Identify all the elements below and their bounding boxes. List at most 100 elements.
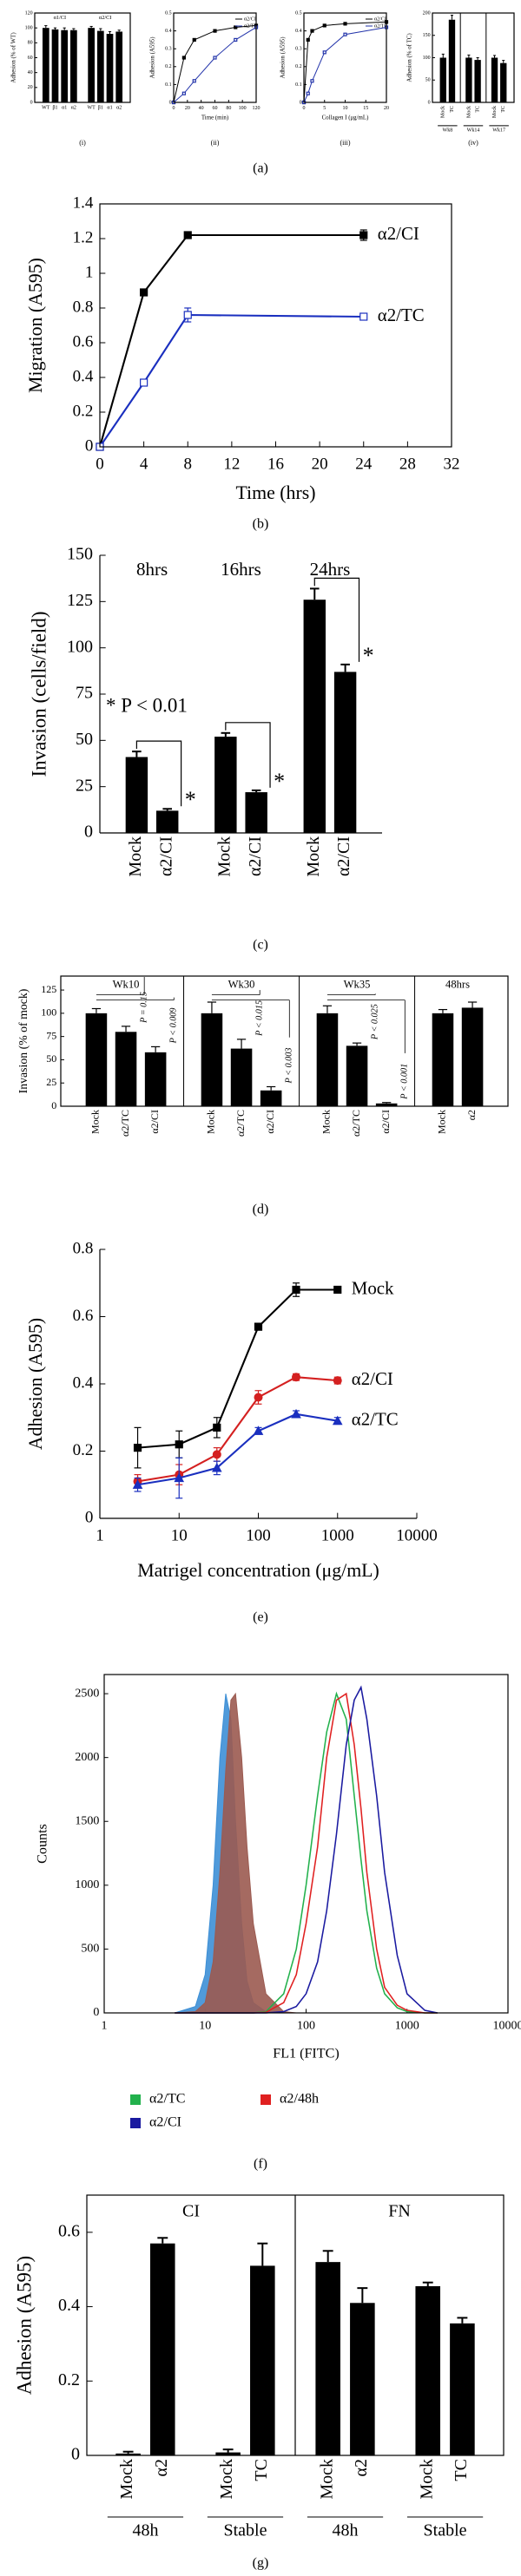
series-label: α2/CI (378, 223, 419, 244)
bar (96, 30, 104, 102)
marker (253, 1426, 264, 1435)
x-tick-label: 20 (384, 106, 389, 111)
x-tick-label: 10 (171, 1526, 188, 1544)
y-tick-label: 100 (41, 1006, 56, 1019)
series-line (99, 313, 364, 448)
y-tick-label: 0 (300, 100, 302, 105)
category-label: WT (87, 105, 96, 110)
category-label: Mock (417, 2459, 436, 2500)
group-label: Stable (223, 2521, 267, 2540)
category-label: TC (501, 106, 506, 113)
category-label: α2/CI (246, 836, 265, 876)
marker (292, 1373, 301, 1382)
marker (213, 56, 217, 60)
group-label: Wk17 (492, 128, 505, 133)
series-line (137, 1413, 338, 1486)
y-tick-label: 0.8 (73, 1239, 94, 1257)
category-label: Mock (126, 836, 145, 877)
x-tick-label: 28 (399, 455, 416, 473)
category-label: α2/CI (156, 836, 175, 876)
y-tick-label: 200 (423, 10, 431, 16)
group-label: α1/CI (54, 15, 67, 21)
x-tick-label: 100 (297, 2020, 315, 2033)
series-label: α2/TC (378, 305, 425, 325)
y-tick-label: 0.8 (73, 298, 94, 316)
error-bar (467, 1001, 478, 1008)
category-label: α2 (152, 2459, 171, 2476)
y-tick-label: 50 (425, 78, 431, 83)
bar (375, 1103, 398, 1106)
x-tick-label: 60 (213, 106, 218, 111)
series-line (173, 24, 257, 103)
y-tick-label: 0 (428, 100, 431, 105)
y-axis-label: Invasion (% of mock) (16, 989, 30, 1094)
bar (415, 2286, 441, 2455)
marker (213, 1423, 221, 1432)
bar (500, 62, 507, 102)
category-label: TC (450, 106, 455, 113)
category-label: α2/CI (264, 1110, 276, 1134)
marker (306, 91, 310, 95)
p-value-label: P = 0.15 (140, 992, 149, 1024)
y-tick-label: 1 (85, 263, 94, 281)
bar (346, 1045, 368, 1106)
y-axis-label: Adhesion (% of TC) (407, 33, 413, 82)
series-line (303, 21, 387, 103)
legend-label: α2/TC (374, 23, 387, 29)
p-value-label: P < 0.009 (169, 1007, 179, 1044)
bar (230, 1048, 253, 1106)
x-tick-label: 120 (253, 106, 260, 111)
error-bar (340, 663, 350, 672)
y-tick-label: 1.4 (73, 193, 94, 212)
y-tick-label: 100 (423, 56, 431, 61)
marker (234, 37, 238, 43)
category-label: α2/TC (350, 1110, 362, 1137)
legend-label: α2/CI (374, 16, 386, 22)
category-label: TC (452, 2459, 471, 2481)
marker (322, 23, 326, 28)
bar (432, 1013, 454, 1106)
x-axis-label: Time (hrs) (235, 482, 315, 503)
caption: (e) (253, 1610, 268, 1625)
y-tick-label: 0.2 (58, 2370, 80, 2389)
y-tick-label: 0.4 (73, 367, 94, 385)
marker (359, 312, 368, 321)
group-label: 24hrs (310, 559, 351, 580)
error-bar (63, 27, 66, 30)
error-bar (322, 2250, 333, 2263)
group-label: Wk10 (113, 979, 140, 991)
legend-label: α2/CI (149, 2115, 181, 2130)
error-bar (352, 1042, 362, 1046)
y-tick-label: 2500 (75, 1687, 99, 1700)
plot-frame (303, 12, 387, 103)
error-bar (502, 60, 505, 63)
legend-label: α2/CI (244, 16, 256, 22)
category-label: Mock (320, 1110, 333, 1134)
x-tick-label: 10000 (396, 1526, 438, 1544)
error-bar (382, 1102, 392, 1104)
y-tick-label: 25 (46, 1076, 56, 1088)
y-axis-label: Migration (A595) (25, 258, 46, 393)
bar (465, 57, 472, 102)
significance-mark: * (274, 769, 285, 794)
error-bar (121, 1026, 131, 1032)
x-tick-label: 100 (239, 106, 247, 111)
category-label: β1 (52, 105, 57, 110)
bar (115, 1032, 137, 1106)
category-label: Mock (466, 106, 472, 118)
error-bar (422, 2281, 433, 2286)
bar (461, 1007, 484, 1106)
x-tick-label: 10 (199, 2020, 211, 2033)
x-tick-label: 40 (199, 106, 204, 111)
caption: (b) (253, 517, 269, 532)
y-axis-label: Adhesion (A595) (150, 36, 156, 78)
y-tick-label: 50 (46, 1052, 56, 1065)
significance-bracket (135, 740, 182, 807)
x-tick-label: 10 (343, 106, 348, 111)
category-label: WT (42, 105, 50, 110)
y-tick-label: 1000 (75, 1878, 99, 1891)
y-tick-label: 60 (28, 56, 33, 61)
x-tick-label: 80 (226, 106, 231, 111)
x-tick-label: 4 (140, 455, 148, 473)
